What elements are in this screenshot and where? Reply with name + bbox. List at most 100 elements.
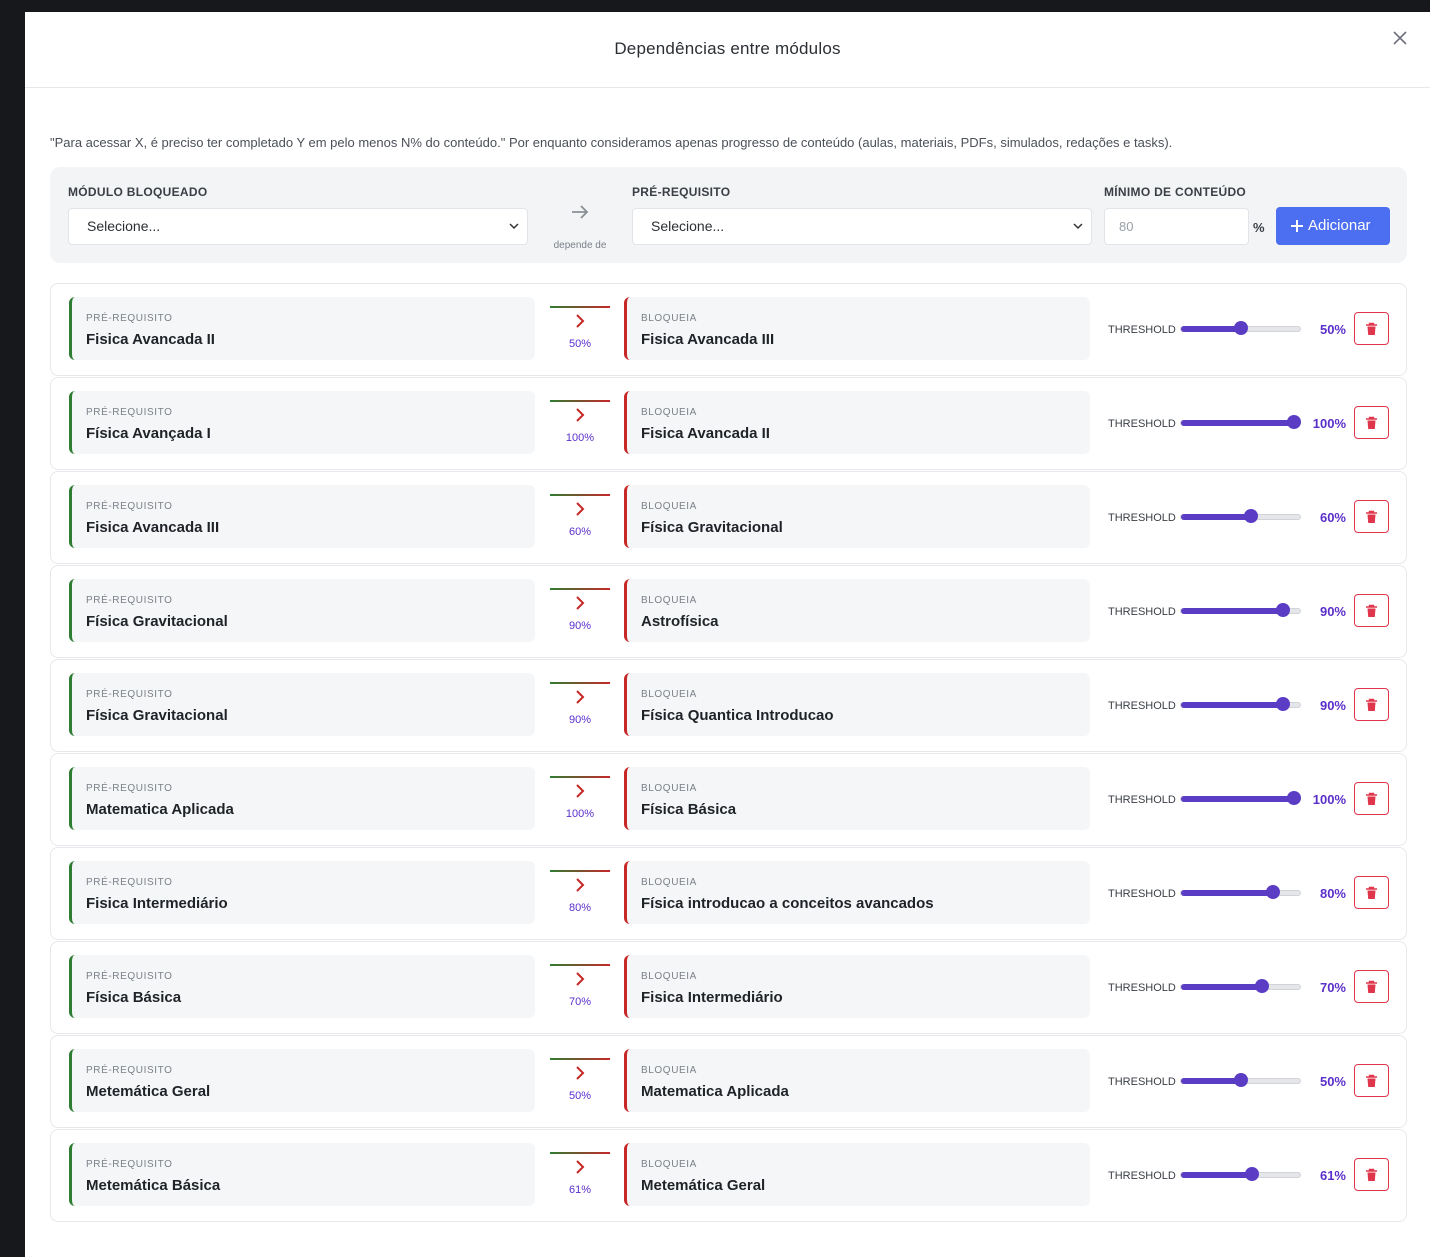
slider-knob[interactable] xyxy=(1276,603,1291,617)
chevron-icon xyxy=(573,877,587,898)
threshold-slider[interactable] xyxy=(1180,1073,1301,1087)
delete-button[interactable] xyxy=(1354,500,1389,533)
threshold-label: THRESHOLD xyxy=(1108,324,1176,336)
slider-knob[interactable] xyxy=(1287,791,1301,805)
connector-line xyxy=(550,400,610,402)
slider-fill xyxy=(1181,890,1273,896)
delete-button[interactable] xyxy=(1354,876,1389,909)
prereq-select[interactable]: Selecione... xyxy=(632,208,1092,245)
blocks-name: Metemática Geral xyxy=(641,1177,766,1194)
threshold-slider[interactable] xyxy=(1180,697,1301,711)
delete-button[interactable] xyxy=(1354,970,1389,1003)
threshold-label: THRESHOLD xyxy=(1108,512,1176,524)
connector-percent: 61% xyxy=(568,1184,592,1196)
prerequisite-box: PRÉ-REQUISITO Metemática Geral xyxy=(69,1049,535,1112)
blocks-label: BLOQUEIA xyxy=(641,783,697,794)
chevron-icon xyxy=(573,1065,587,1086)
threshold-slider[interactable] xyxy=(1180,603,1301,617)
prerequisite-box: PRÉ-REQUISITO Física Avançada I xyxy=(69,391,535,454)
delete-button[interactable] xyxy=(1354,594,1389,627)
modal: Dependências entre módulos "Para acessar… xyxy=(25,12,1430,1257)
threshold-slider[interactable] xyxy=(1180,1167,1301,1181)
chevron-icon xyxy=(573,313,587,334)
threshold-label: THRESHOLD xyxy=(1108,982,1176,994)
connector-line xyxy=(550,964,610,966)
chevron-icon xyxy=(573,783,587,804)
slider-fill xyxy=(1181,420,1294,426)
blocks-name: Física Quantica Introducao xyxy=(641,707,834,724)
slider-fill xyxy=(1181,326,1241,332)
prerequisite-name: Física Avançada I xyxy=(86,425,211,442)
dependency-card: PRÉ-REQUISITO Fisica Intermediário 80% BLOQ… xyxy=(50,847,1407,940)
blocks-label: BLOQUEIA xyxy=(641,407,697,418)
min-input[interactable]: 80 xyxy=(1104,208,1249,245)
threshold-slider[interactable] xyxy=(1180,791,1301,805)
connector-line xyxy=(550,776,610,778)
threshold-label: THRESHOLD xyxy=(1108,418,1176,430)
threshold-percent: 50% xyxy=(1319,1074,1346,1089)
delete-button[interactable] xyxy=(1354,1064,1389,1097)
prerequisite-box: PRÉ-REQUISITO Fisica Avancada II xyxy=(69,297,535,360)
delete-button[interactable] xyxy=(1354,782,1389,815)
blocks-box: BLOQUEIA Matematica Aplicada xyxy=(624,1049,1090,1112)
threshold-slider[interactable] xyxy=(1180,885,1301,899)
threshold-slider[interactable] xyxy=(1180,415,1301,429)
connector-line xyxy=(550,494,610,496)
slider-knob[interactable] xyxy=(1265,885,1280,899)
delete-button[interactable] xyxy=(1354,406,1389,439)
blocks-name: Fisica Avancada II xyxy=(641,425,770,442)
prerequisite-label: PRÉ-REQUISITO xyxy=(86,783,173,794)
delete-button[interactable] xyxy=(1354,312,1389,345)
prerequisite-name: Fisica Intermediário xyxy=(86,895,228,912)
threshold-slider[interactable] xyxy=(1180,509,1301,523)
threshold-slider[interactable] xyxy=(1180,321,1301,335)
delete-button[interactable] xyxy=(1354,1158,1389,1191)
connector-percent: 50% xyxy=(568,338,592,350)
field-label: MÍNIMO DE CONTEÚDO xyxy=(1104,185,1247,199)
delete-button[interactable] xyxy=(1354,688,1389,721)
slider-knob[interactable] xyxy=(1244,509,1259,523)
slider-fill xyxy=(1181,984,1262,990)
slider-knob[interactable] xyxy=(1254,979,1269,993)
slider-knob[interactable] xyxy=(1276,697,1291,711)
blocked-select[interactable]: Selecione... xyxy=(68,208,528,245)
add-button[interactable]: Adicionar xyxy=(1276,207,1390,245)
chevron-icon xyxy=(573,407,587,428)
description: "Para acessar X, é preciso ter completad… xyxy=(50,135,1173,150)
blocks-label: BLOQUEIA xyxy=(641,971,697,982)
threshold-percent: 61% xyxy=(1319,1168,1346,1183)
connector-percent: 60% xyxy=(568,526,592,538)
close-button[interactable] xyxy=(1393,31,1407,45)
slider-knob[interactable] xyxy=(1287,415,1301,429)
blocks-name: Astrofísica xyxy=(641,613,719,630)
slider-knob[interactable] xyxy=(1245,1167,1260,1181)
blocks-label: BLOQUEIA xyxy=(641,1065,697,1076)
connector-line xyxy=(550,682,610,684)
button-text: Adicionar xyxy=(1308,217,1371,234)
chevron-icon xyxy=(573,501,587,522)
slider-fill xyxy=(1181,514,1252,520)
dependency-card: PRÉ-REQUISITO Fisica Avancada III 60% BLOQU… xyxy=(50,471,1407,564)
blocks-label: BLOQUEIA xyxy=(641,1159,697,1170)
prerequisite-name: Física Gravitacional xyxy=(86,707,228,724)
slider-fill xyxy=(1181,1078,1241,1084)
slider-knob[interactable] xyxy=(1233,321,1248,335)
threshold-percent: 80% xyxy=(1319,886,1346,901)
prerequisite-label: PRÉ-REQUISITO xyxy=(86,1159,173,1170)
blocks-label: BLOQUEIA xyxy=(641,689,697,700)
threshold-slider[interactable] xyxy=(1180,979,1301,993)
slider-knob[interactable] xyxy=(1233,1073,1248,1087)
connector-line xyxy=(550,1152,610,1154)
prerequisite-box: PRÉ-REQUISITO Metemática Básica xyxy=(69,1143,535,1206)
prerequisite-box: PRÉ-REQUISITO Matematica Aplicada xyxy=(69,767,535,830)
arrow-icon xyxy=(572,205,589,219)
chevron-icon xyxy=(573,971,587,992)
connector-percent: 100% xyxy=(565,432,595,444)
dependency-card: PRÉ-REQUISITO Fisica Avancada II 50% BLOQUE… xyxy=(50,283,1407,376)
blocks-box: BLOQUEIA Física Quantica Introducao xyxy=(624,673,1090,736)
blocks-name: Física Gravitacional xyxy=(641,519,783,536)
blocks-name: Fisica Intermediário xyxy=(641,989,783,1006)
chevron-icon xyxy=(573,595,587,616)
prerequisite-label: PRÉ-REQUISITO xyxy=(86,877,173,888)
